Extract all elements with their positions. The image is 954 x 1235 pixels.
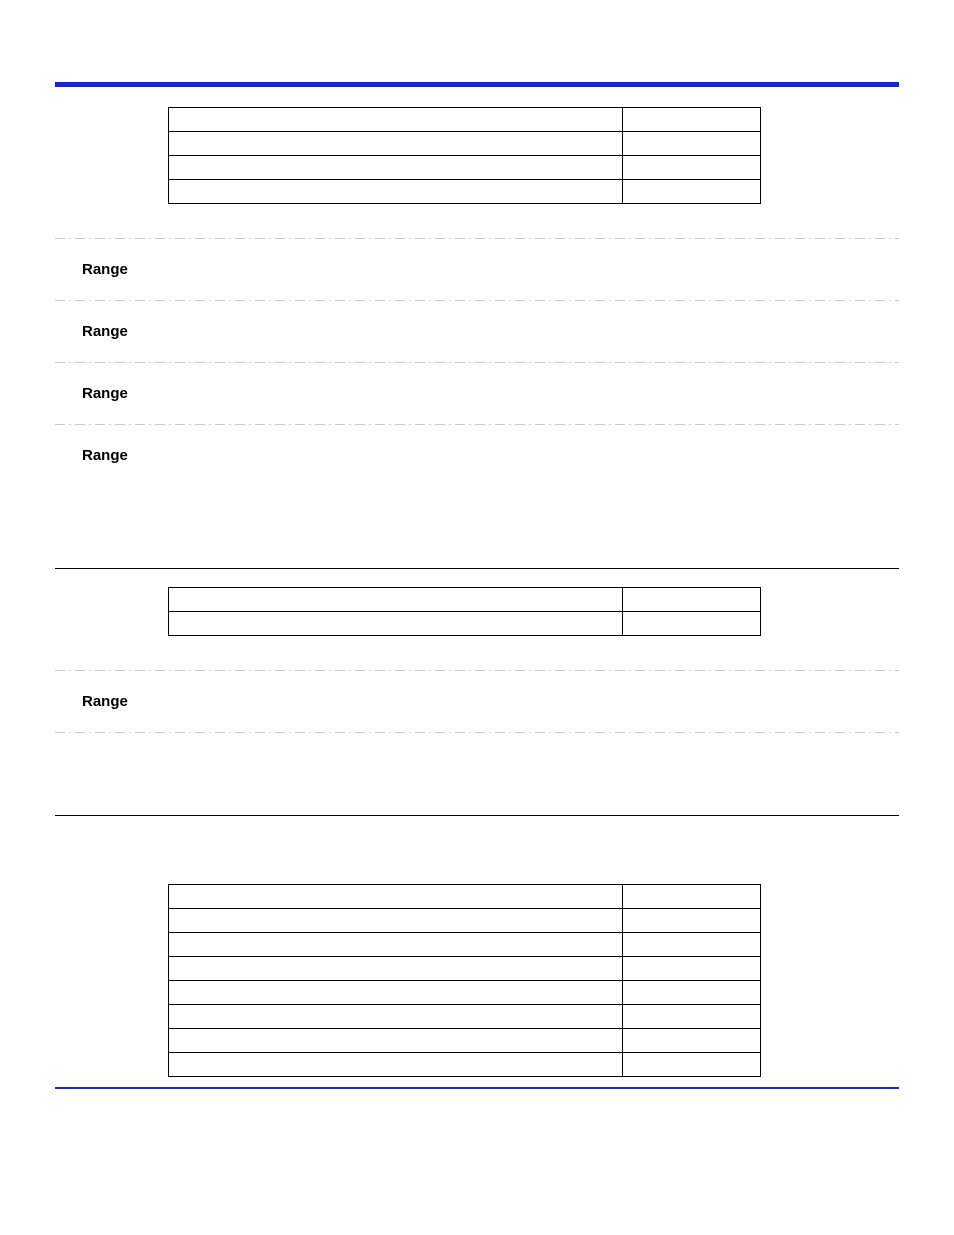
table-section-1 (168, 107, 761, 204)
section-divider (55, 568, 899, 569)
table-section-2 (168, 587, 761, 636)
table-cell (623, 1053, 761, 1077)
table-cell (169, 981, 623, 1005)
table-row (169, 909, 761, 933)
table-cell (623, 909, 761, 933)
table-cell (169, 180, 623, 204)
table-row (169, 156, 761, 180)
table-cell (623, 588, 761, 612)
table-cell (169, 156, 623, 180)
range-item: Range (55, 671, 899, 732)
table-cell (623, 885, 761, 909)
table-row (169, 612, 761, 636)
range-item: Range (55, 425, 899, 486)
table-cell (623, 180, 761, 204)
top-accent-rule (55, 82, 899, 87)
table-cell (169, 909, 623, 933)
table-cell (623, 1005, 761, 1029)
table-cell (623, 108, 761, 132)
table-cell (169, 1005, 623, 1029)
table-cell (623, 156, 761, 180)
range-item: Range (55, 239, 899, 300)
table-row (169, 180, 761, 204)
range-label: Range (82, 323, 128, 340)
table-cell (623, 957, 761, 981)
table-cell (169, 108, 623, 132)
table-row (169, 957, 761, 981)
range-label: Range (82, 693, 128, 710)
range-item: Range (55, 363, 899, 424)
range-label: Range (82, 447, 128, 464)
table-cell (623, 612, 761, 636)
table-cell (169, 933, 623, 957)
table-row (169, 132, 761, 156)
table-row (169, 1029, 761, 1053)
table-row (169, 933, 761, 957)
table-cell (169, 957, 623, 981)
table-cell (623, 981, 761, 1005)
table-row (169, 588, 761, 612)
table-row (169, 885, 761, 909)
table-row (169, 108, 761, 132)
table-cell (169, 1029, 623, 1053)
bottom-accent-rule (55, 1087, 899, 1089)
table-cell (169, 885, 623, 909)
section-divider (55, 815, 899, 816)
table-cell (169, 1053, 623, 1077)
range-item: Range (55, 301, 899, 362)
table-cell (623, 933, 761, 957)
table-cell (169, 612, 623, 636)
table-row (169, 981, 761, 1005)
page: Range Range Range Range Range (0, 82, 954, 1149)
table-row (169, 1005, 761, 1029)
range-label: Range (82, 385, 128, 402)
range-label: Range (82, 261, 128, 278)
table-cell (169, 132, 623, 156)
table-cell (623, 132, 761, 156)
table-section-3 (168, 884, 761, 1077)
table-cell (169, 588, 623, 612)
table-row (169, 1053, 761, 1077)
table-cell (623, 1029, 761, 1053)
